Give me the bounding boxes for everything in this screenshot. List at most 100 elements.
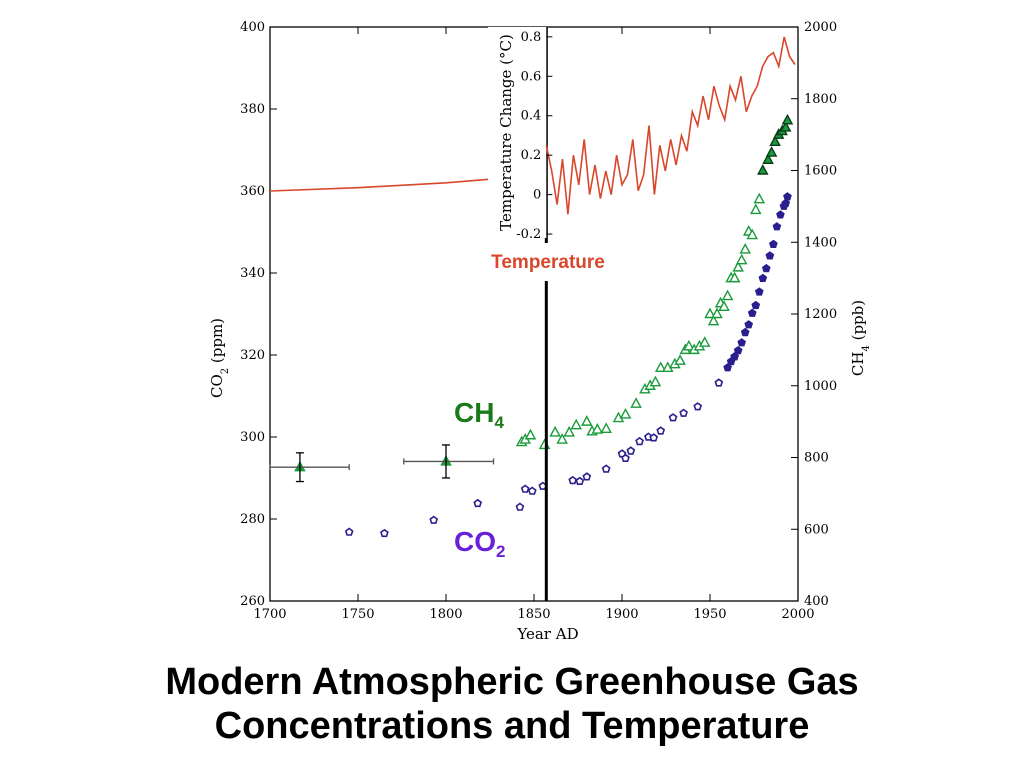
x-tick-label: 1900 bbox=[605, 607, 638, 622]
x-tick-label: 1750 bbox=[341, 607, 374, 622]
axis-ticks: 1700 1750 1800 1850 1900 1950 2000 260 280 300 320… bbox=[240, 20, 837, 622]
y-right-tick-label: 600 bbox=[804, 522, 829, 537]
ch4-point bbox=[619, 407, 632, 419]
co2-series-label: CO2 bbox=[454, 526, 505, 561]
co2-point bbox=[776, 210, 785, 219]
ch4-point bbox=[757, 164, 769, 175]
ch4-point bbox=[654, 361, 667, 373]
ch4-point bbox=[739, 242, 751, 254]
co2-point bbox=[744, 320, 754, 329]
co2-point bbox=[568, 475, 578, 485]
co2-point bbox=[621, 453, 630, 463]
ch4-point bbox=[781, 113, 794, 125]
y-left-tick-label: 300 bbox=[240, 430, 265, 445]
x-tick-label: 2000 bbox=[781, 607, 814, 622]
co2-point bbox=[740, 327, 750, 337]
y-right-tick-label: 1600 bbox=[804, 164, 837, 179]
ch4-point bbox=[683, 339, 695, 351]
ch4-point bbox=[581, 415, 593, 426]
ch4-point bbox=[704, 307, 716, 319]
ch4-point bbox=[711, 307, 723, 319]
ch4-point bbox=[779, 120, 792, 132]
series-layer bbox=[269, 27, 794, 601]
y-left-tick-label: 280 bbox=[240, 512, 265, 527]
ch4-point bbox=[549, 425, 561, 437]
co2-point bbox=[733, 345, 743, 355]
co2-point bbox=[679, 408, 688, 417]
y-left-tick-label: 380 bbox=[240, 102, 265, 117]
co2-point bbox=[656, 426, 666, 435]
ch4-point bbox=[649, 375, 662, 387]
x-tick-label: 1800 bbox=[429, 607, 462, 622]
y-left-tick-label: 360 bbox=[240, 184, 265, 199]
y-right-tick-label: 2000 bbox=[804, 20, 837, 35]
y-left-tick-label: 400 bbox=[240, 20, 265, 35]
ch4-point bbox=[735, 253, 748, 265]
ch4-point bbox=[746, 228, 759, 240]
co2-point bbox=[635, 436, 644, 446]
y-left-tick-label: 320 bbox=[240, 348, 265, 363]
inset-tick-label: 0.2 bbox=[521, 148, 542, 163]
co2-point bbox=[714, 378, 724, 387]
slide-title: Modern Atmospheric Greenhouse Gas Concen… bbox=[0, 660, 1024, 748]
inset-y-axis-title: Temperature Change (°C) bbox=[497, 34, 515, 231]
ch4-point bbox=[591, 423, 604, 434]
temperature-inset: -0.2 0 0.2 0.4 0.6 0.8 Temperature Change (°C) bbox=[488, 27, 796, 242]
x-tick-label: 1850 bbox=[517, 607, 550, 622]
ch4-point bbox=[698, 336, 711, 347]
co2-point bbox=[515, 502, 525, 511]
ch4-point bbox=[753, 192, 766, 204]
co2-point bbox=[527, 486, 537, 495]
co2-point bbox=[575, 476, 585, 486]
co2-point bbox=[429, 515, 439, 524]
slide-title-line-1: Modern Atmospheric Greenhouse Gas bbox=[165, 661, 859, 703]
ch4-point bbox=[718, 300, 730, 312]
ch4-point bbox=[707, 314, 720, 326]
co2-point bbox=[582, 472, 592, 481]
y-right-tick-label: 800 bbox=[804, 451, 829, 466]
x-axis-title: Year AD bbox=[516, 625, 578, 643]
inset-tick-label: 0 bbox=[533, 188, 541, 203]
ch4-point bbox=[721, 289, 734, 301]
co2-point bbox=[751, 300, 761, 310]
co2-point bbox=[765, 251, 775, 260]
y-axis-right-title: CH4 (ppb) bbox=[849, 300, 872, 376]
x-tick-label: 1950 bbox=[693, 607, 726, 622]
co2-point bbox=[344, 527, 354, 536]
ch4-point bbox=[769, 135, 781, 147]
co2-point bbox=[758, 273, 768, 283]
co2-point bbox=[761, 263, 771, 273]
co2-point bbox=[747, 308, 757, 317]
co2-point bbox=[668, 413, 678, 422]
co2-point bbox=[649, 433, 659, 442]
co2-point bbox=[781, 198, 791, 207]
co2-point bbox=[772, 222, 782, 231]
ch4-point bbox=[762, 153, 774, 164]
ch4-point bbox=[600, 422, 612, 433]
co2-point bbox=[768, 239, 778, 248]
y-right-tick-label: 1200 bbox=[804, 307, 837, 322]
y-right-tick-label: 1400 bbox=[804, 235, 837, 250]
co2-point bbox=[730, 352, 740, 361]
temperature-series-label: Temperature bbox=[491, 252, 605, 273]
co2-point bbox=[380, 528, 389, 538]
inset-tick-label: 0.8 bbox=[521, 30, 542, 45]
ch4-point bbox=[563, 425, 575, 437]
y-left-tick-label: 340 bbox=[240, 266, 265, 281]
y-right-tick-label: 400 bbox=[804, 594, 829, 609]
x-tick-label: 1700 bbox=[253, 607, 286, 622]
ch4-point bbox=[732, 260, 744, 272]
co2-point bbox=[783, 192, 792, 201]
co2-point bbox=[601, 464, 611, 473]
co2-point bbox=[520, 484, 530, 493]
ch4-point bbox=[524, 428, 537, 440]
temperature-line bbox=[545, 36, 796, 215]
co2-point bbox=[626, 446, 636, 455]
greenhouse-gas-chart: 1700 1750 1800 1850 1900 1950 2000 260 280 300 320… bbox=[208, 20, 872, 643]
ch4-series-label: CH4 bbox=[454, 397, 504, 432]
y-axis-left-title: CO2 (ppm) bbox=[208, 318, 231, 398]
co2-point bbox=[737, 338, 747, 347]
ch4-point bbox=[556, 433, 568, 444]
inset-tick-label: 0.6 bbox=[521, 69, 542, 84]
co2-point bbox=[473, 498, 483, 508]
